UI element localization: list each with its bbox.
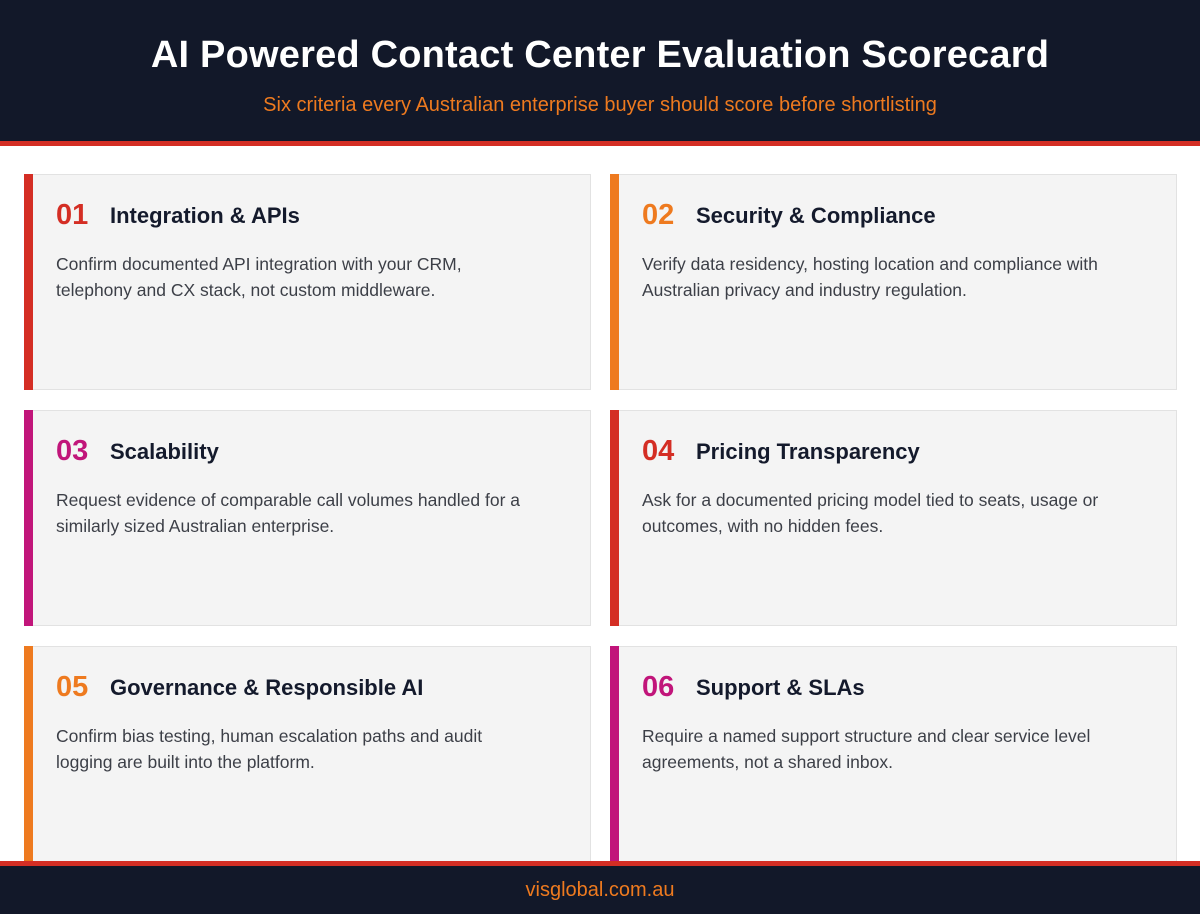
card-accent-bar — [24, 646, 33, 862]
card-number: 06 — [642, 671, 675, 703]
criterion-card-support: 06 Support & SLAs Require a named suppor… — [610, 646, 1177, 862]
card-title: Integration & APIs — [110, 203, 300, 228]
criterion-card-integration: 01 Integration & APIs Confirm documented… — [24, 174, 591, 390]
card-title: Scalability — [110, 439, 219, 464]
card-description: Request evidence of comparable call volu… — [56, 490, 521, 536]
card-number: 04 — [642, 435, 675, 467]
card-accent-bar — [610, 174, 619, 390]
card-number: 02 — [642, 199, 675, 231]
card-title: Governance & Responsible AI — [110, 675, 424, 700]
card-description: Confirm bias testing, human escalation p… — [56, 726, 483, 772]
website-url[interactable]: visglobal.com.au — [525, 879, 675, 901]
card-number: 05 — [56, 671, 89, 703]
card-accent-bar — [610, 646, 619, 862]
footer-banner: visglobal.com.au — [0, 861, 1200, 914]
card-accent-bar — [24, 410, 33, 626]
card-accent-bar — [24, 174, 33, 390]
criterion-card-security: 02 Security & Compliance Verify data res… — [610, 174, 1177, 390]
card-description: Confirm documented API integration with … — [56, 254, 462, 300]
card-description: Ask for a documented pricing model tied … — [642, 490, 1099, 536]
criterion-card-governance: 05 Governance & Responsible AI Confirm b… — [24, 646, 591, 862]
card-number: 01 — [56, 199, 89, 231]
card-title: Security & Compliance — [696, 203, 936, 228]
card-accent-bar — [610, 410, 619, 626]
criterion-card-scalability: 03 Scalability Request evidence of compa… — [24, 410, 591, 626]
criterion-card-pricing: 04 Pricing Transparency Ask for a docume… — [610, 410, 1177, 626]
page-title: AI Powered Contact Center Evaluation Sco… — [150, 34, 1050, 76]
card-number: 03 — [56, 435, 89, 467]
header-banner: AI Powered Contact Center Evaluation Sco… — [0, 0, 1200, 146]
card-description: Verify data residency, hosting location … — [642, 254, 1098, 300]
card-title: Support & SLAs — [696, 675, 865, 700]
page-subtitle: Six criteria every Australian enterprise… — [263, 94, 937, 116]
card-title: Pricing Transparency — [696, 439, 920, 464]
card-description: Require a named support structure and cl… — [642, 726, 1091, 772]
